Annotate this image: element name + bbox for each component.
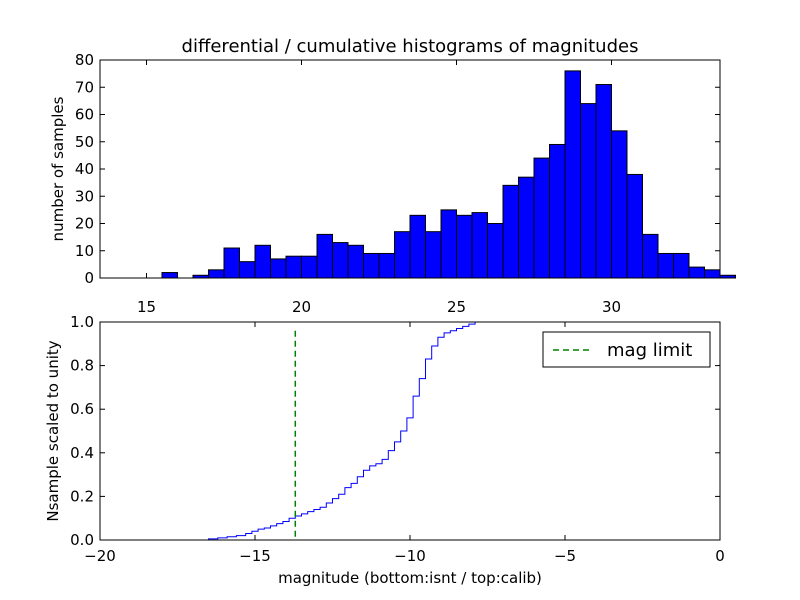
histogram-bar [332,242,349,279]
top-axis-ticks: 0 10 20 30 40 50 60 70 80 15 20 25 30 [75,51,720,316]
histogram-bar [518,176,535,279]
histogram-bar [673,252,690,279]
top-y-tick-label: 40 [75,160,94,178]
bottom-x-axis-label: magnitude (bottom:isnt / top:calib) [278,569,542,587]
histogram-bar [394,231,411,279]
top-y-tick-label: 30 [75,187,94,205]
histogram-bar [440,209,457,279]
histogram-bar [316,233,333,279]
histogram-bar [719,274,736,279]
bottom-x-tick-label: 0 [715,547,725,565]
histogram-bar [378,252,395,279]
histogram-bar [471,212,488,279]
histogram-bar [642,233,659,279]
histogram-bar [456,214,473,279]
histogram-bar [363,252,380,279]
histogram-bar [564,70,581,279]
histogram-bar [409,214,426,279]
bottom-y-tick-label: 1.0 [70,313,94,331]
histogram-bar [549,143,566,279]
histogram-bar [611,130,628,279]
bottom-x-tick-label: −15 [239,547,271,565]
bottom-axis-ticks: 0.0 0.2 0.4 0.6 0.8 1.0 −20 −15 −10 −5 0 [70,313,725,565]
top-x-tick-label: 25 [447,298,466,316]
histogram-bar [161,272,178,279]
top-y-tick-label: 50 [75,133,94,151]
bottom-y-tick-label: 0.0 [70,531,94,549]
top-chart-title: differential / cumulative histograms of … [182,36,639,57]
top-y-tick-label: 20 [75,215,94,233]
bottom-y-tick-label: 0.2 [70,487,94,505]
histogram-bar [285,255,302,279]
histogram-bar [704,269,721,279]
bottom-y-tick-label: 0.6 [70,400,94,418]
histogram-bar [208,269,225,279]
top-axes-frame [99,59,721,279]
top-histogram-panel: differential / cumulative histograms of … [49,36,736,316]
legend-mag-limit-label: mag limit [607,340,692,361]
histogram-bar [270,258,287,279]
bottom-x-tick-label: −20 [84,547,116,565]
top-y-axis-label: number of samples [49,96,67,241]
histogram-bar [487,223,504,279]
bottom-cumulative-panel: 0.0 0.2 0.4 0.6 0.8 1.0 −20 −15 −10 −5 0 magnitude… [44,313,725,587]
bottom-y-tick-label: 0.8 [70,357,94,375]
legend: mag limit [542,331,711,368]
bottom-axes-frame [99,321,721,541]
histogram-bar [595,84,612,279]
histogram-bar [580,103,597,279]
top-y-tick-label: 80 [75,51,94,69]
bottom-y-tick-label: 0.4 [70,444,94,462]
histogram-bar [223,247,240,279]
top-y-tick-label: 10 [75,242,94,260]
bottom-y-axis-label: Nsample scaled to unity [44,340,62,521]
top-x-tick-label: 30 [602,298,621,316]
top-histogram-bars [161,70,736,279]
histogram-bar [626,173,643,279]
histogram-bar [301,255,318,279]
top-y-tick-label: 70 [75,78,94,96]
histogram-bar [239,261,256,279]
histogram-bar [657,252,674,279]
top-x-tick-label: 15 [137,298,156,316]
histogram-bar [254,244,271,279]
histogram-bar [533,157,550,279]
bottom-x-tick-label: −10 [394,547,426,565]
histogram-bar [502,184,519,279]
bottom-x-tick-label: −5 [554,547,576,565]
cumulative-step-line [100,321,720,541]
top-x-tick-label: 20 [292,298,311,316]
histogram-bar [425,231,442,279]
top-y-tick-label: 0 [84,269,94,287]
histogram-bar [347,244,364,279]
top-y-tick-label: 60 [75,106,94,124]
legend-box [542,331,711,368]
histogram-bar [688,266,705,279]
